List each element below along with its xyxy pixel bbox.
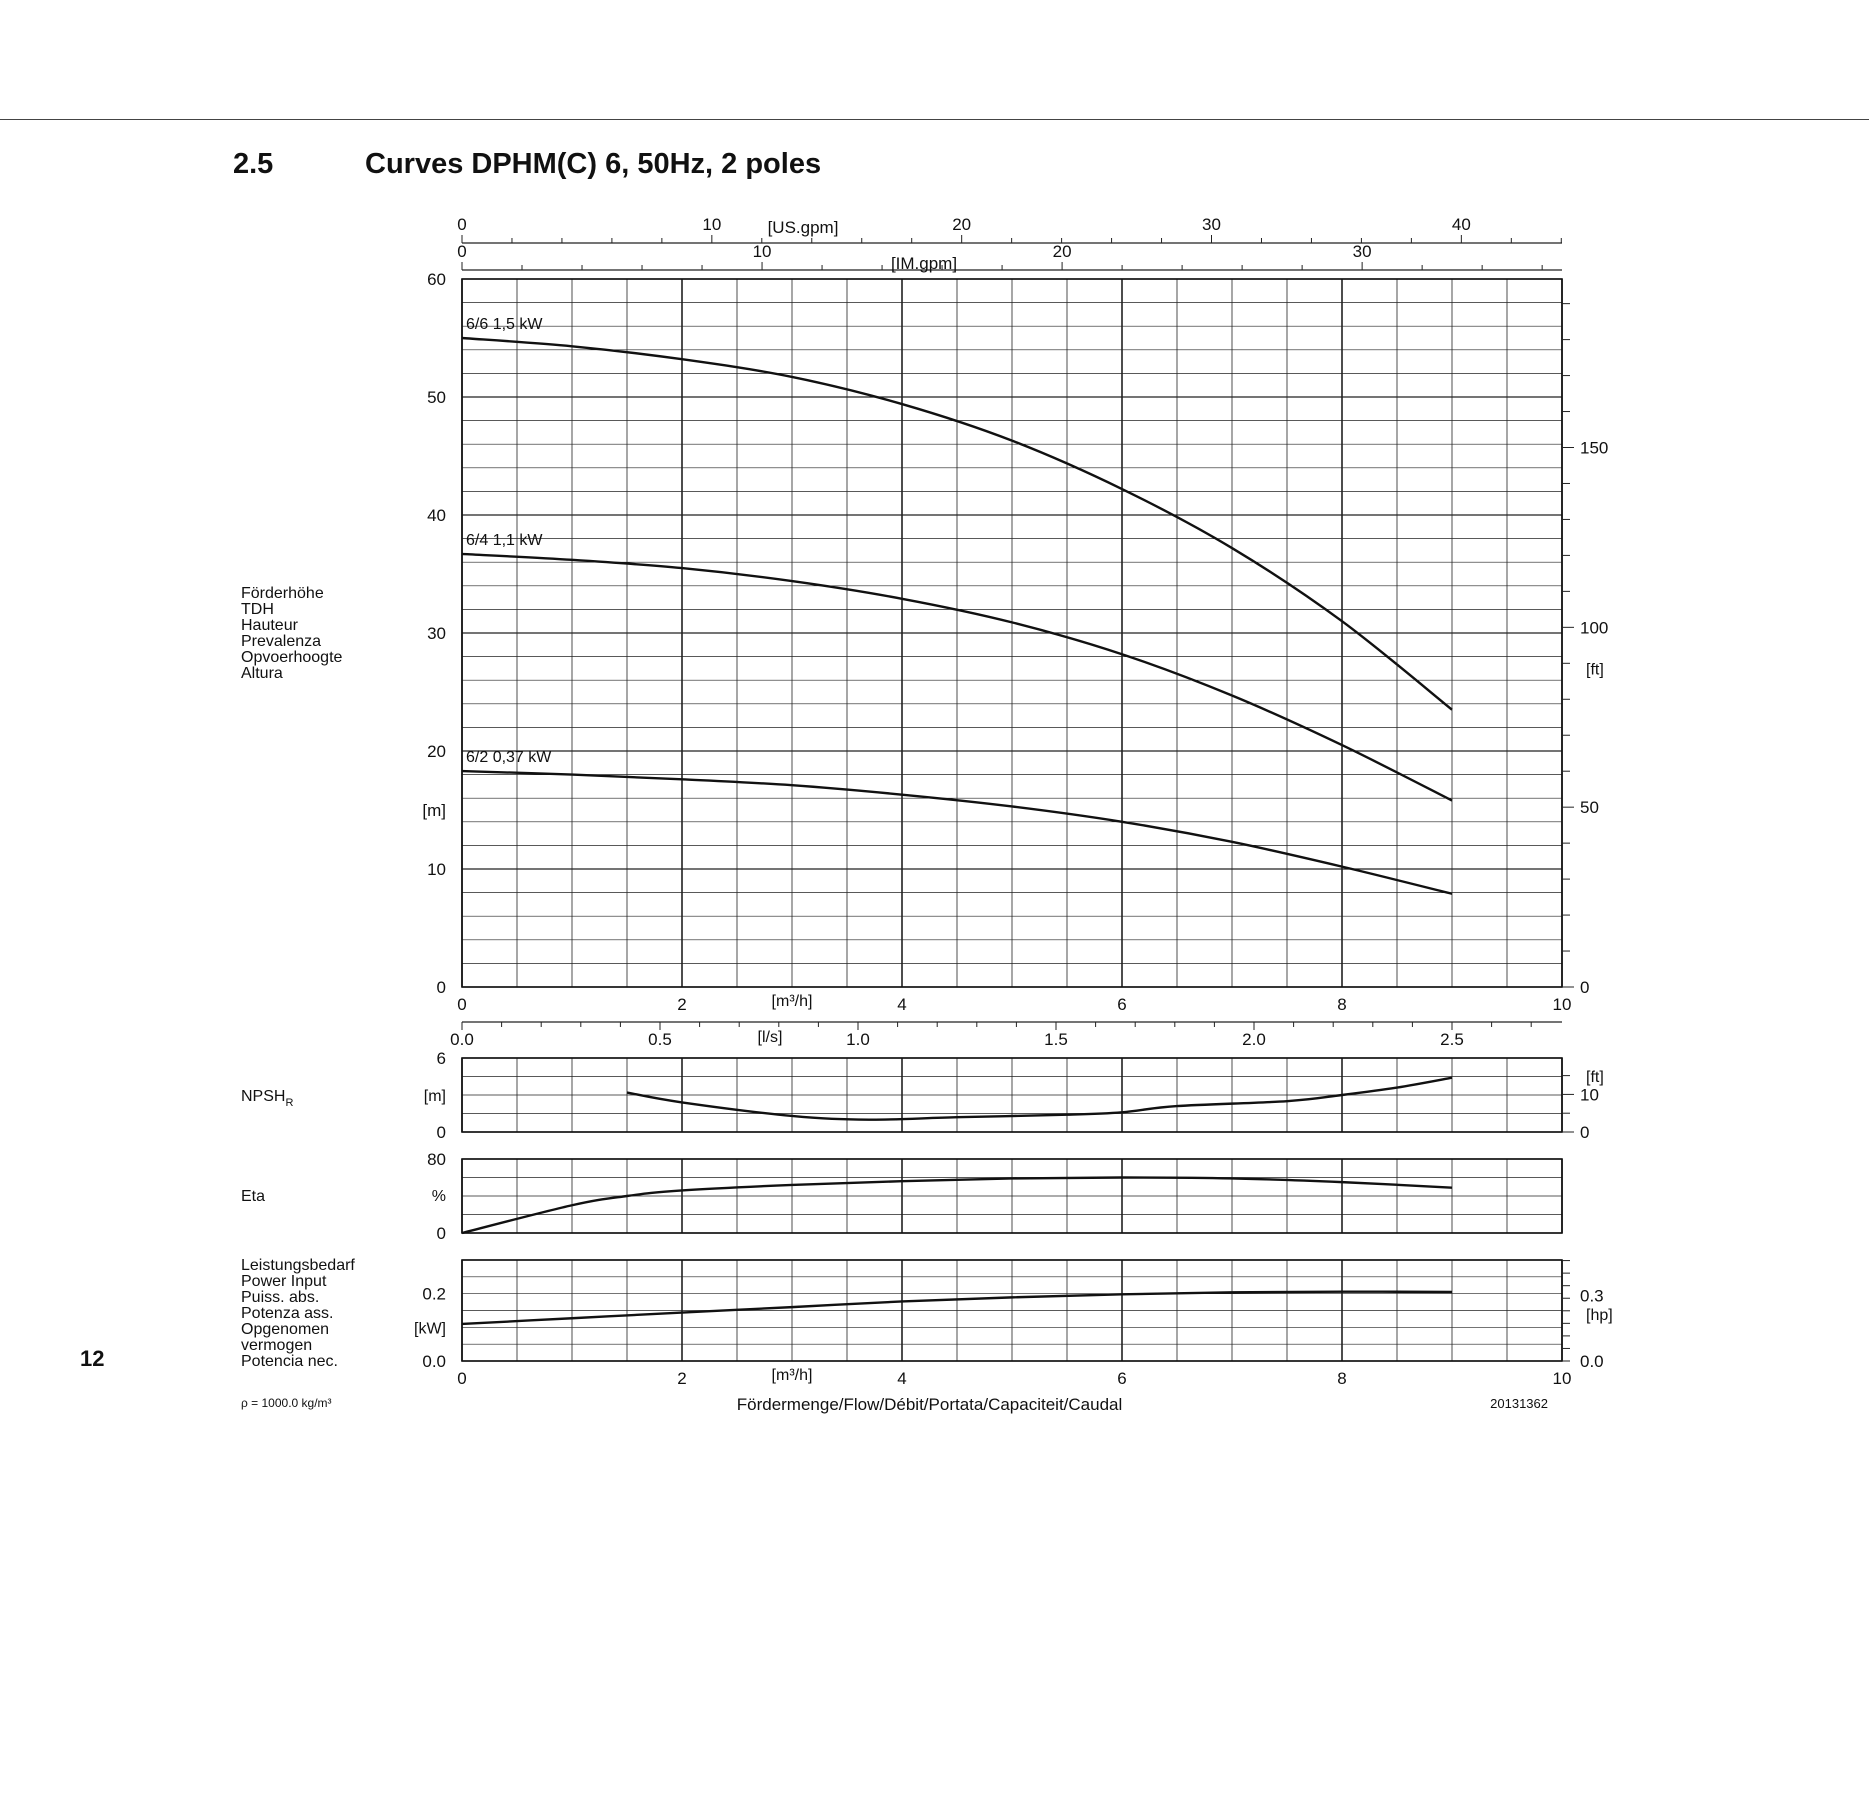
npsh-curve — [626, 1076, 1453, 1121]
ls-unit-label: [l/s] — [758, 1029, 783, 1046]
y-axis-title: Hauteur — [241, 617, 299, 634]
im-gpm-axis-tick-label: 10 — [753, 242, 772, 261]
im-gpm-axis-tick-label: 0 — [457, 242, 466, 261]
us-gpm-axis-tick-label: 10 — [702, 215, 721, 234]
power-title: Opgenomen — [241, 1321, 329, 1338]
npsh-title: NPSHR — [241, 1088, 293, 1109]
series-label: 6/6 1,5 kW — [466, 316, 543, 333]
x-tick-label: 8 — [1337, 995, 1346, 1014]
y2-tick-label: 50 — [1580, 798, 1599, 817]
plot-frame — [461, 1158, 1563, 1234]
power-title: Potenza ass. — [241, 1305, 334, 1322]
power-title: Puiss. abs. — [241, 1289, 319, 1306]
document-code: 20131362 — [1490, 1396, 1548, 1411]
power-title: Power Input — [241, 1273, 327, 1290]
us-gpm-axis-tick-label: 20 — [952, 215, 971, 234]
x-tick-label: 8 — [1337, 1369, 1346, 1388]
y-unit-label: [m] — [422, 801, 446, 820]
power-tick-label: 0.2 — [422, 1285, 446, 1304]
x-tick-label: 10 — [1553, 1369, 1572, 1388]
ls-tick-label: 2.0 — [1242, 1030, 1266, 1049]
us-gpm-axis-tick-label: 30 — [1202, 215, 1221, 234]
y-axis-title: Altura — [241, 665, 283, 682]
y-tick-label: 50 — [427, 388, 446, 407]
y2-tick-label: 100 — [1580, 618, 1608, 637]
power-title: vermogen — [241, 1337, 312, 1354]
eta-tick-label: 0 — [437, 1224, 446, 1243]
plot-frame — [461, 1057, 1563, 1133]
npsh-tick-label: 0 — [437, 1123, 446, 1142]
series-label: 6/4 1,1 kW — [466, 532, 543, 549]
y-axis-title: Prevalenza — [241, 633, 321, 650]
power-y2-unit: [hp] — [1586, 1307, 1613, 1324]
y2-tick-label: 0 — [1580, 978, 1589, 997]
us-gpm-axis-tick-label: 0 — [457, 215, 466, 234]
x-tick-label: 0 — [457, 1369, 466, 1388]
power-y2-tick-label: 0.0 — [1580, 1352, 1604, 1371]
npsh-y2-unit: [ft] — [1586, 1069, 1604, 1086]
x-unit-label: [m³/h] — [772, 1367, 813, 1384]
head-curve — [461, 769, 1453, 895]
ls-tick-label: 0.0 — [450, 1030, 474, 1049]
power-tick-label: 0.0 — [422, 1352, 446, 1371]
y-tick-label: 30 — [427, 624, 446, 643]
y2-unit-label: [ft] — [1586, 661, 1604, 678]
x-axis-title: Fördermenge/Flow/Débit/Portata/Capacitei… — [737, 1395, 1123, 1414]
x-tick-label: 2 — [677, 1369, 686, 1388]
y-tick-label: 10 — [427, 860, 446, 879]
us-gpm-unit: [US.gpm] — [768, 218, 839, 237]
section-number: 2.5 — [233, 148, 274, 180]
npsh-unit-label: [m] — [424, 1088, 446, 1105]
head-curve — [461, 552, 1453, 802]
x-tick-label: 4 — [897, 995, 906, 1014]
im-gpm-axis-tick-label: 30 — [1353, 242, 1372, 261]
ls-tick-label: 2.5 — [1440, 1030, 1464, 1049]
y-tick-label: 40 — [427, 506, 446, 525]
power-y2-tick-label: 0.3 — [1580, 1287, 1604, 1306]
x-tick-label: 10 — [1553, 995, 1572, 1014]
npsh-tick-label: 6 — [437, 1049, 446, 1068]
x-tick-label: 6 — [1117, 1369, 1126, 1388]
eta-unit-label: % — [432, 1188, 446, 1205]
ls-tick-label: 1.0 — [846, 1030, 870, 1049]
power-title: Leistungsbedarf — [241, 1257, 355, 1274]
y-axis-title: Förderhöhe — [241, 585, 324, 602]
power-curve — [461, 1290, 1453, 1326]
npsh-y2-tick-label: 10 — [1580, 1085, 1599, 1104]
series-label: 6/2 0,37 kW — [466, 749, 552, 766]
y-tick-label: 20 — [427, 742, 446, 761]
npsh-y2-tick-label: 0 — [1580, 1123, 1589, 1142]
npsh-subscript: R — [285, 1097, 293, 1109]
x-tick-label: 4 — [897, 1369, 906, 1388]
us-gpm-axis-tick-label: 40 — [1452, 215, 1471, 234]
density-note: ρ = 1000.0 kg/m³ — [241, 1396, 332, 1410]
y-tick-label: 60 — [427, 270, 446, 289]
y-tick-label: 0 — [437, 978, 446, 997]
im-gpm-axis-tick-label: 20 — [1053, 242, 1072, 261]
power-title: Potencia nec. — [241, 1353, 338, 1370]
page-title: Curves DPHM(C) 6, 50Hz, 2 poles — [365, 148, 822, 180]
y-axis-title: TDH — [241, 601, 274, 618]
efficiency-curve — [461, 1176, 1453, 1235]
y2-tick-label: 150 — [1580, 439, 1608, 458]
y-axis-title: Opvoerhoogte — [241, 649, 343, 666]
eta-tick-label: 80 — [427, 1150, 446, 1169]
eta-title: Eta — [241, 1188, 265, 1205]
power-unit-label: [kW] — [414, 1320, 446, 1337]
x-unit-label: [m³/h] — [772, 993, 813, 1010]
head-curve — [461, 336, 1453, 711]
ls-tick-label: 1.5 — [1044, 1030, 1068, 1049]
im-gpm-unit: [IM.gpm] — [891, 254, 957, 273]
page-number: 12 — [80, 1346, 105, 1371]
page-divider — [0, 119, 1869, 120]
plot-frame — [461, 278, 1563, 988]
ls-tick-label: 0.5 — [648, 1030, 672, 1049]
x-tick-label: 0 — [457, 995, 466, 1014]
x-tick-label: 6 — [1117, 995, 1126, 1014]
x-tick-label: 2 — [677, 995, 686, 1014]
